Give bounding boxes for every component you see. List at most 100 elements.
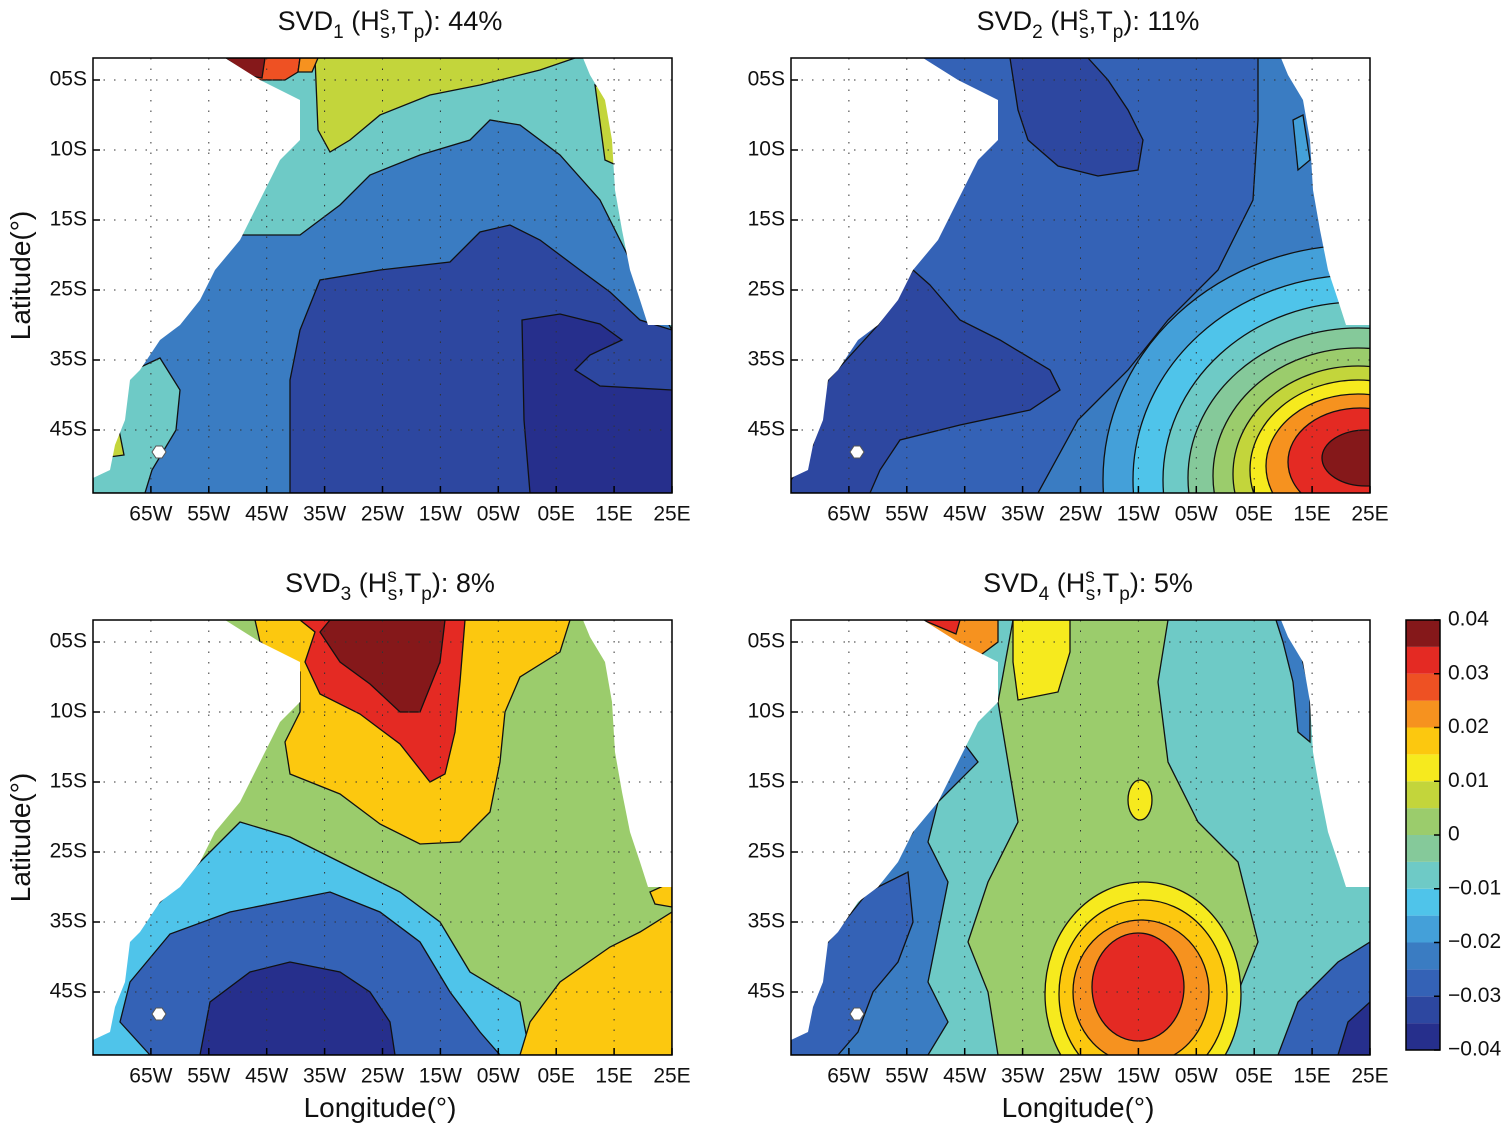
- title-part: s: [380, 22, 390, 43]
- y-tick-label: 25S: [50, 840, 87, 863]
- y-tick-label: 05S: [50, 68, 87, 91]
- x-tick-label: 65W: [827, 1065, 870, 1088]
- colorbar-tick-label: −0.04: [1448, 1038, 1501, 1061]
- y-tick-label: 35S: [748, 348, 785, 371]
- island: [151, 445, 167, 459]
- colorbar-tick-label: 0.04: [1448, 608, 1489, 631]
- colorbar-band: [1406, 620, 1440, 647]
- y-tick-label: 15S: [50, 770, 87, 793]
- title-part: s: [1079, 4, 1089, 25]
- colorbar-tick-label: −0.02: [1448, 930, 1501, 953]
- x-tick-label: 25E: [1351, 1065, 1388, 1088]
- x-tick-label: 45W: [245, 1065, 288, 1088]
- x-tick-label: 05W: [1175, 503, 1218, 526]
- y-axis-label: Latitude(°): [5, 211, 36, 341]
- contour-region: [922, 620, 961, 635]
- island: [849, 445, 865, 459]
- x-tick-label: 05E: [1236, 1065, 1273, 1088]
- y-tick-label: 45S: [748, 980, 785, 1003]
- y-tick-label: 15S: [748, 770, 785, 793]
- island: [151, 1007, 167, 1021]
- x-tick-label: 15E: [1293, 503, 1330, 526]
- x-tick-label: 05W: [477, 503, 520, 526]
- colorbar-band: [1406, 754, 1440, 782]
- panel-title: SVD3 (Hs s,Tp): 8%: [285, 566, 495, 605]
- title-part: ): 44%: [424, 6, 502, 36]
- y-tick-label: 35S: [50, 348, 87, 371]
- contour-field: [93, 620, 672, 1055]
- title-part: ,T: [390, 6, 414, 36]
- contour-region: [1321, 429, 1370, 487]
- x-tick-label: 15W: [1117, 503, 1160, 526]
- x-tick-label: 45W: [245, 503, 288, 526]
- title-part: 2: [1032, 22, 1043, 43]
- x-tick-label: 35W: [1001, 1065, 1044, 1088]
- y-tick-label: 35S: [50, 910, 87, 933]
- title-part: (H: [1043, 6, 1079, 36]
- x-tick-label: 35W: [303, 503, 346, 526]
- title-part: SVD: [285, 568, 341, 598]
- colorbar-band: [1406, 888, 1440, 916]
- title-part: ): 5%: [1130, 568, 1193, 598]
- title-part: ,T: [1089, 6, 1113, 36]
- panel: 65W 55W 45W 35W 25W 15W 05W 05E 15E 25E 05S 10S 15S 2…: [748, 566, 1389, 1123]
- contour-field: [93, 58, 672, 493]
- x-tick-label: 45W: [943, 503, 986, 526]
- colorbar: −0.04 −0.03 −0.02 −0.01 0 0.01 0.02 0.03 0.04: [1405, 608, 1501, 1061]
- y-tick-label: 35S: [748, 910, 785, 933]
- contour-region: [1091, 932, 1185, 1042]
- panel: 65W 55W 45W 35W 25W 15W 05W 05E 15E 25E 05S 10S 15S 2…: [5, 566, 691, 1123]
- contour-region: [521, 313, 672, 493]
- colorbar-tick-label: 0: [1448, 823, 1460, 846]
- title-part: s: [1085, 566, 1095, 587]
- panel-title: SVD4 (Hs s,Tp): 5%: [983, 566, 1193, 605]
- panel: 65W 55W 45W 35W 25W 15W 05W 05E 15E 25E 05S 10S 15S 2…: [748, 4, 1389, 526]
- land: [93, 620, 300, 1040]
- contour-region: [1009, 58, 1144, 177]
- x-tick-label: 35W: [1001, 503, 1044, 526]
- land: [93, 58, 300, 478]
- y-tick-label: 10S: [50, 138, 87, 161]
- land: [791, 620, 998, 1040]
- colorbar-tick-label: −0.03: [1448, 984, 1501, 1007]
- x-tick-label: 15E: [595, 1065, 632, 1088]
- colorbar-band: [1406, 700, 1440, 728]
- y-tick-label: 05S: [748, 630, 785, 653]
- contour-region: [319, 620, 446, 713]
- contour-region: [1012, 620, 1071, 701]
- title-part: p: [1113, 22, 1124, 43]
- y-tick-label: 10S: [50, 700, 87, 723]
- y-axis-label: Latitude(°): [5, 773, 36, 903]
- x-axis-label: Longitude(°): [304, 1092, 457, 1123]
- colorbar-band: [1406, 1023, 1440, 1050]
- title-part: (H: [351, 568, 387, 598]
- contour-region: [519, 911, 672, 1055]
- x-tick-label: 25W: [361, 1065, 404, 1088]
- colorbar-band: [1406, 727, 1440, 755]
- colorbar-band: [1406, 969, 1440, 997]
- title-part: s: [388, 584, 398, 605]
- x-axis-label: Longitude(°): [1002, 1092, 1155, 1123]
- y-tick-label: 25S: [748, 278, 785, 301]
- x-tick-label: 15W: [419, 503, 462, 526]
- colorbar-band: [1406, 915, 1440, 943]
- x-tick-label: 25E: [653, 503, 690, 526]
- x-tick-label: 55W: [885, 503, 928, 526]
- panel-title: SVD2 (Hs s,Tp): 11%: [977, 4, 1200, 43]
- y-tick-label: 25S: [50, 278, 87, 301]
- colorbar-band: [1406, 808, 1440, 835]
- y-tick-label: 15S: [748, 208, 785, 231]
- title-part: s: [387, 566, 397, 587]
- title-part: 4: [1039, 584, 1050, 605]
- land: [583, 620, 672, 887]
- x-tick-label: 05W: [1175, 1065, 1218, 1088]
- title-part: p: [1119, 584, 1130, 605]
- x-tick-label: 05E: [538, 1065, 575, 1088]
- title-part: (H: [344, 6, 380, 36]
- x-tick-label: 55W: [187, 1065, 230, 1088]
- land: [791, 58, 998, 478]
- x-tick-label: 05W: [477, 1065, 520, 1088]
- title-part: s: [1086, 584, 1096, 605]
- y-tick-label: 10S: [748, 700, 785, 723]
- colorbar-band: [1406, 861, 1440, 889]
